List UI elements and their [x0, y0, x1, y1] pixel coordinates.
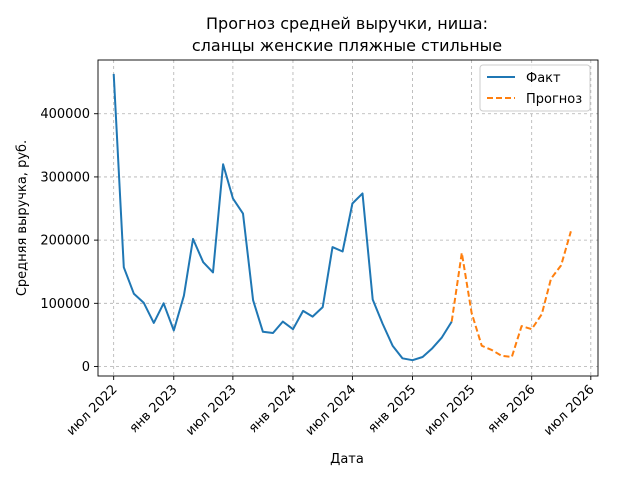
- data-point-fact: [212, 271, 214, 273]
- data-point-forecast: [531, 328, 533, 330]
- data-point-fact: [381, 322, 383, 324]
- data-point-forecast: [550, 277, 552, 279]
- data-point-forecast: [470, 312, 472, 314]
- data-point-fact: [153, 322, 155, 324]
- data-point-fact: [252, 299, 254, 301]
- data-point-fact: [371, 298, 373, 300]
- data-point-fact: [341, 250, 343, 252]
- data-point-fact: [411, 359, 413, 361]
- data-point-forecast: [541, 313, 543, 315]
- legend-label-fact: Факт: [526, 71, 561, 86]
- plot-frame: [97, 59, 599, 377]
- data-point-fact: [162, 302, 164, 304]
- legend: Факт Прогноз: [479, 64, 591, 112]
- data-point-fact: [331, 246, 333, 248]
- data-point-forecast: [560, 264, 562, 266]
- legend-label-forecast: Прогноз: [526, 92, 582, 107]
- data-point-fact: [321, 306, 323, 308]
- y-tick-label: 100000: [40, 297, 90, 312]
- grid: [98, 60, 598, 376]
- data-point-fact: [401, 357, 403, 359]
- series-line-forecast: [450, 231, 572, 358]
- data-point-forecast: [481, 344, 483, 346]
- chart-subtitle: сланцы женские пляжные стильные: [192, 36, 502, 55]
- y-tick-label: 200000: [40, 234, 90, 249]
- data-point-fact: [441, 336, 443, 338]
- data-point-fact: [282, 320, 284, 322]
- data-point-fact: [123, 266, 125, 268]
- data-point-forecast: [570, 230, 572, 232]
- data-point-forecast: [491, 349, 493, 351]
- data-point-fact: [202, 261, 204, 263]
- chart-title: Прогноз средней выручки, ниша:: [206, 14, 488, 33]
- y-axis-label: Средняя выручка, руб.: [15, 140, 30, 296]
- data-point-fact: [232, 197, 234, 199]
- series-line-fact: [112, 73, 453, 362]
- data-point-fact: [222, 163, 224, 165]
- data-point-fact: [183, 295, 185, 297]
- data-point-fact: [112, 73, 114, 75]
- data-point-fact: [361, 192, 363, 194]
- data-point-fact: [391, 344, 393, 346]
- y-tick-label: 0: [82, 360, 90, 375]
- data-point-forecast: [500, 355, 502, 357]
- data-point-forecast: [450, 320, 452, 322]
- y-tick-label: 400000: [40, 107, 90, 122]
- data-point-fact: [311, 315, 313, 317]
- data-point-forecast: [461, 252, 463, 254]
- x-axis-label: Дата: [330, 452, 364, 467]
- data-point-fact: [431, 348, 433, 350]
- series-layer: [112, 73, 572, 362]
- data-point-fact: [192, 238, 194, 240]
- data-point-fact: [133, 293, 135, 295]
- data-point-forecast: [520, 325, 522, 327]
- data-point-fact: [173, 329, 175, 331]
- data-point-fact: [302, 310, 304, 312]
- data-point-fact: [351, 202, 353, 204]
- data-point-fact: [262, 331, 264, 333]
- data-point-forecast: [511, 356, 513, 358]
- data-point-fact: [242, 212, 244, 214]
- data-point-fact: [143, 301, 145, 303]
- data-point-fact: [272, 332, 274, 334]
- data-point-fact: [421, 356, 423, 358]
- y-tick-label: 300000: [40, 170, 90, 185]
- data-point-fact: [292, 328, 294, 330]
